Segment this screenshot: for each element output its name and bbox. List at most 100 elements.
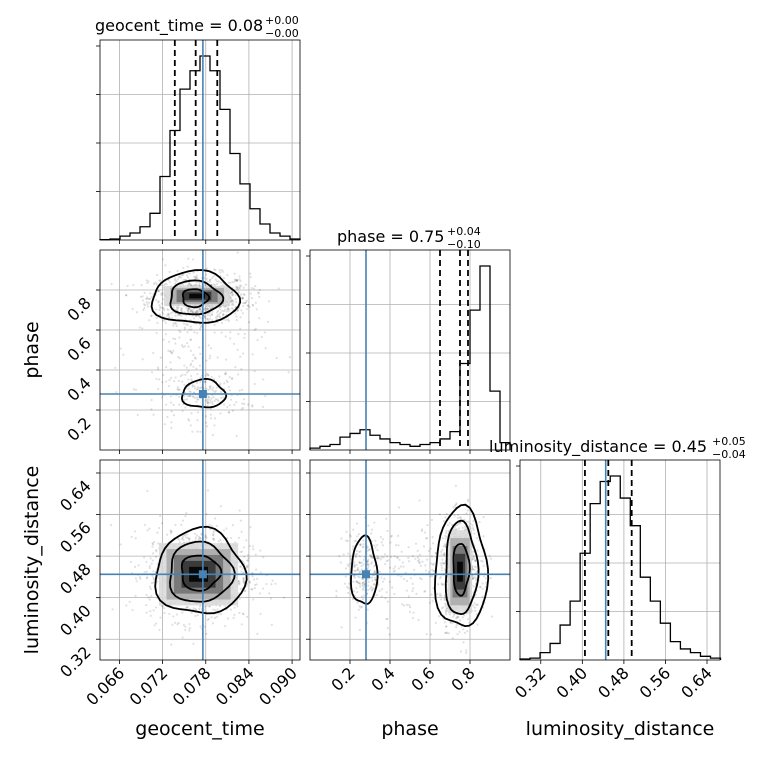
sample-point [368,548,371,551]
sample-point [168,281,171,284]
sample-point [203,316,207,319]
sample-point [367,548,371,552]
sample-point [257,291,260,294]
sample-point [227,310,230,313]
sample-point [244,302,247,305]
sample-point [444,516,447,519]
sample-point [228,308,231,311]
sample-point [174,342,177,345]
sample-point [188,272,192,275]
sample-point [150,398,153,402]
title-phase-minus: −0.10 [447,238,481,251]
sample-point [444,561,447,564]
sample-point [233,272,236,275]
sample-point [474,566,477,569]
sample-point [222,270,225,273]
sample-point [376,543,379,547]
sample-point [138,326,141,329]
sample-point [239,587,242,591]
sample-point [146,305,150,308]
sample-point [424,564,427,567]
sample-point [287,371,290,374]
sample-point [353,565,356,569]
sample-point [207,398,210,401]
sample-point [198,316,201,319]
sample-point [367,524,370,527]
sample-point [205,307,208,310]
sample-point [242,580,245,583]
sample-point [239,519,242,522]
sample-point [143,291,146,294]
sample-point [191,314,194,317]
sample-point [275,357,278,360]
sample-point [233,613,236,616]
sample-point [161,605,164,608]
sample-point [411,555,415,558]
sample-point [401,561,404,564]
sample-point [188,328,191,331]
sample-point [212,396,215,399]
sample-point [189,309,192,312]
sample-point [360,568,363,571]
sample-point [386,529,389,533]
sample-point [372,583,376,586]
sample-point [366,608,369,611]
sample-point [397,506,401,509]
sample-point [204,535,207,538]
sample-point [251,405,254,408]
sample-point [429,633,433,636]
sample-point [237,288,240,291]
sample-point [391,586,394,589]
sample-point [375,593,378,597]
sample-point [247,557,250,560]
sample-point [188,283,192,286]
sample-point [261,587,265,590]
y-tick-label: 0.40 [56,601,95,640]
sample-point [382,556,385,559]
sample-point [199,325,203,329]
sample-point [196,430,199,433]
sample-point [472,526,475,530]
sample-point [149,614,152,617]
sample-point [440,598,443,601]
sample-point [217,399,220,402]
sample-point [199,308,203,311]
sample-point [184,536,188,539]
sample-point [356,590,359,594]
sample-point [191,430,194,433]
sample-point [152,351,155,355]
sample-point [445,531,448,535]
sample-point [141,327,144,330]
sample-point [353,569,356,572]
sample-point [360,570,363,573]
sample-point [157,290,160,293]
sample-point [176,278,179,281]
sample-point [370,589,373,592]
sample-point [250,287,253,290]
sample-point [131,608,134,612]
sample-point [167,313,170,316]
sample-point [246,564,249,567]
sample-point [177,388,180,391]
sample-point [193,385,196,388]
sample-point [152,578,156,581]
sample-point [208,278,212,281]
sample-point [242,305,245,308]
sample-point [165,380,168,383]
sample-point [242,580,245,583]
sample-point [192,607,195,610]
sample-point [253,328,256,332]
sample-point [171,310,175,313]
sample-point [209,385,212,388]
sample-point [176,388,179,391]
sample-point [170,426,173,429]
sample-point [177,275,181,279]
sample-point [234,285,238,288]
panel-frame [99,459,301,661]
density-contour [433,503,490,628]
sample-point [190,328,193,331]
sample-point [149,610,152,613]
sample-point [251,404,254,407]
sample-point [398,558,401,561]
sample-point [417,618,420,622]
